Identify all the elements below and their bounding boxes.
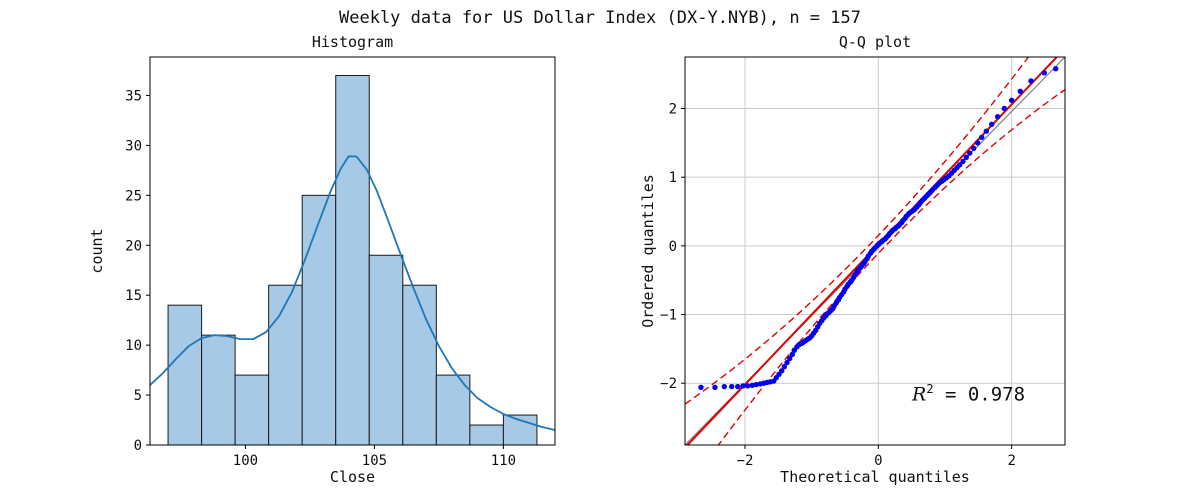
qq-point	[1017, 88, 1023, 95]
qq-point	[1028, 78, 1034, 84]
y-tick-label: −1	[660, 308, 677, 324]
kde-curve	[150, 155, 555, 431]
y-tick-label: 30	[125, 138, 142, 154]
x-tick-label: −2	[737, 453, 754, 469]
x-tick-label: 0	[874, 453, 882, 469]
y-tick-label: 20	[125, 238, 142, 254]
axes-spine	[684, 56, 1066, 446]
histogram-title: Histogram	[311, 33, 394, 51]
hist-bar	[301, 194, 337, 446]
qq-point	[995, 114, 1001, 120]
qq-point	[740, 383, 746, 389]
hist-bar	[435, 374, 471, 446]
confidence-band-lower	[717, 89, 1065, 445]
hist-bar	[268, 284, 303, 446]
y-tick-label: 5	[134, 388, 142, 404]
qq-point	[1041, 70, 1048, 76]
axes-spine	[149, 56, 556, 446]
qq-point	[1053, 66, 1059, 72]
hist-bar	[201, 334, 236, 446]
hist-bar	[469, 424, 504, 446]
qq-point	[1009, 97, 1015, 104]
r-squared-var: R	[912, 383, 927, 406]
qq-point	[712, 384, 718, 390]
qq-point	[989, 121, 995, 128]
y-tick-label: 1	[669, 170, 677, 186]
histogram-xlabel: Close	[329, 468, 376, 486]
figure-suptitle: Weekly data for US Dollar Index (DX-Y.NY…	[339, 8, 861, 28]
y-tick-label: −2	[660, 376, 677, 392]
hist-bar	[335, 74, 370, 446]
qq-point	[787, 355, 793, 362]
r-squared-sup: 2	[926, 382, 934, 396]
qq-point	[745, 383, 751, 389]
y-tick-label: 0	[669, 239, 677, 255]
qq-point	[979, 134, 985, 140]
qq-point	[753, 381, 759, 388]
x-tick-label: 100	[233, 453, 258, 469]
qq-point	[789, 351, 795, 358]
histogram-ylabel: count	[88, 228, 106, 274]
qq-point	[721, 383, 727, 390]
qq-point	[784, 359, 790, 366]
qq-point	[963, 154, 969, 160]
r-squared-annotation: R2 = 0.978	[912, 382, 1025, 405]
qq-point	[779, 368, 785, 374]
qq-point	[983, 128, 989, 134]
r-squared-value: = 0.978	[933, 383, 1026, 406]
hist-bar	[234, 374, 270, 446]
hist-bar	[368, 254, 404, 446]
qq-point	[749, 382, 755, 388]
confidence-band-upper	[685, 57, 1030, 405]
qq-xlabel: Theoretical quantiles	[780, 468, 970, 486]
hist-bar	[167, 304, 203, 446]
qq-point	[957, 162, 963, 168]
qq-point	[698, 384, 704, 390]
qq-ylabel: Ordered quantiles	[639, 174, 657, 328]
qq-title: Q-Q plot	[838, 33, 912, 51]
qq-point	[735, 383, 741, 390]
qq-point	[960, 158, 966, 165]
qq-point	[967, 150, 973, 156]
y-tick-label: 0	[134, 438, 142, 454]
y-tick-label: 35	[125, 88, 142, 104]
qq-point	[1001, 105, 1007, 112]
y-tick-label: 15	[125, 288, 142, 304]
qq-point	[781, 364, 787, 370]
y-tick-label: 25	[125, 188, 142, 204]
x-tick-label: 105	[362, 453, 387, 469]
x-tick-label: 110	[491, 453, 516, 469]
qq-point	[975, 140, 981, 146]
qq-point	[729, 383, 735, 390]
x-tick-label: 2	[1007, 453, 1015, 469]
hist-bar	[402, 284, 437, 446]
y-tick-label: 10	[125, 338, 142, 354]
y-tick-label: 2	[669, 102, 677, 118]
qq-point	[971, 145, 977, 151]
